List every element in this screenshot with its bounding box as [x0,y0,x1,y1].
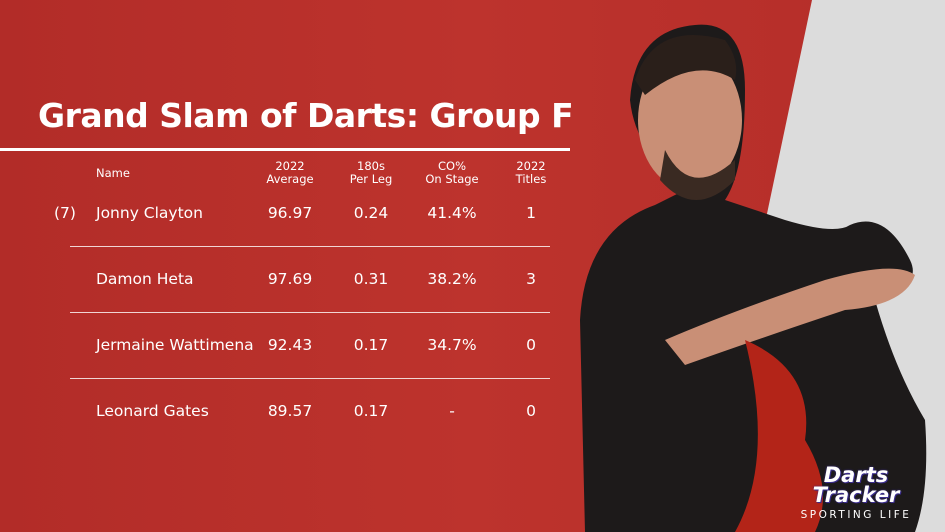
header-180s-per-leg: 180s Per Leg [350,160,393,186]
player-180s-per-leg: 0.31 [353,270,389,288]
player-average: 97.69 [267,270,313,288]
player-name: Leonard Gates [96,402,209,420]
player-titles: 1 [526,204,536,222]
player-name: Damon Heta [96,270,194,288]
player-titles: 3 [526,270,536,288]
title-underline [0,148,570,151]
header-titles-line2: Titles [515,172,547,186]
player-checkout: 41.4% [427,204,477,222]
player-180s-per-leg: 0.24 [353,204,389,222]
header-titles: 2022 Titles [516,160,547,186]
row-divider [70,378,550,379]
header-average-line2: Average [266,172,314,186]
player-average: 96.97 [267,204,313,222]
page-title: Grand Slam of Darts: Group F [38,96,574,135]
logo-line2: Tracker [812,483,900,507]
player-seed: (7) [54,204,76,222]
darts-tracker-logo: Darts Tracker SPORTING LIFE [796,463,916,522]
header-checkout-line1: CO% [437,159,467,173]
header-name: Name [96,166,130,180]
player-photo [580,24,927,532]
header-titles-line1: 2022 [516,159,546,173]
player-checkout: 34.7% [427,336,477,354]
player-titles: 0 [526,402,536,420]
header-per-leg-line1: 180s [357,159,385,173]
player-180s-per-leg: 0.17 [353,402,389,420]
player-name: Jermaine Wattimena [96,336,254,354]
header-per-leg-line2: Per Leg [349,172,393,186]
logo-line3: SPORTING LIFE [800,509,912,521]
row-divider [70,246,550,247]
logo-line1: Darts [823,463,889,487]
player-average: 92.43 [267,336,313,354]
row-divider [70,312,550,313]
header-average-line1: 2022 [275,159,305,173]
player-checkout: - [449,402,455,420]
player-checkout: 38.2% [427,270,477,288]
player-name: Jonny Clayton [96,204,203,222]
header-checkout-line2: On Stage [425,172,479,186]
player-average: 89.57 [267,402,313,420]
header-average: 2022 Average [266,160,313,186]
player-180s-per-leg: 0.17 [353,336,389,354]
player-titles: 0 [526,336,536,354]
header-checkout: CO% On Stage [425,160,478,186]
